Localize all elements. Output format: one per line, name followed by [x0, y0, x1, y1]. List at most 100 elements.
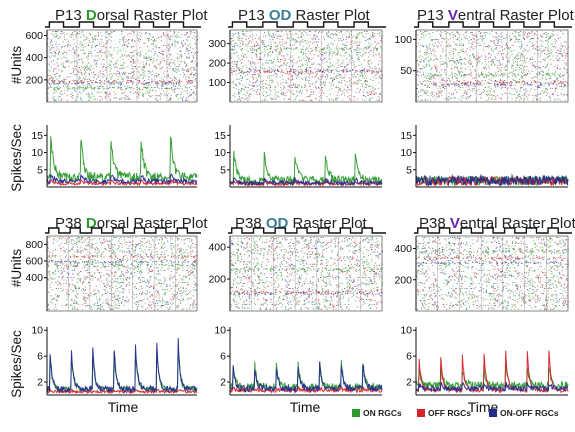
- raster-spike: [241, 70, 243, 72]
- raster-spike: [305, 60, 307, 62]
- raster-spike: [465, 74, 467, 76]
- raster-spike: [134, 66, 136, 67]
- raster-spike: [300, 66, 302, 67]
- raster-spike: [99, 85, 101, 87]
- raster-spike: [264, 70, 266, 72]
- raster-spike: [123, 305, 125, 306]
- raster-spike: [426, 54, 428, 56]
- raster-spike: [275, 49, 277, 50]
- raster-spike: [115, 80, 117, 82]
- raster-spike: [523, 84, 525, 86]
- raster-spike: [527, 33, 529, 35]
- raster-spike: [510, 85, 512, 87]
- raster-spike: [373, 70, 375, 72]
- raster-spike: [231, 62, 233, 64]
- raster-spike: [54, 87, 56, 89]
- raster-spike: [421, 33, 423, 35]
- raster-spike: [79, 88, 81, 90]
- raster-spike: [326, 69, 328, 71]
- raster-spike: [532, 95, 534, 97]
- raster-spike: [436, 66, 438, 67]
- raster-spike: [491, 95, 493, 97]
- raster-spike: [288, 78, 290, 80]
- raster-spike: [495, 48, 497, 50]
- raster-spike: [433, 84, 435, 86]
- raster-spike: [480, 83, 482, 85]
- raster-spike: [142, 77, 144, 79]
- raster-spike: [539, 99, 541, 101]
- raster-spike: [480, 32, 482, 34]
- raster-spike: [350, 41, 352, 43]
- raster-spike: [560, 73, 562, 75]
- raster-spike: [329, 52, 331, 53]
- raster-spike: [305, 76, 307, 78]
- raster-spike: [435, 82, 437, 84]
- raster-spike: [125, 98, 127, 100]
- raster-spike: [267, 62, 269, 64]
- raster-spike: [499, 50, 501, 52]
- raster-spike: [129, 98, 131, 100]
- raster-spike: [196, 97, 198, 99]
- raster-spike: [257, 73, 259, 74]
- raster-spike: [424, 84, 426, 86]
- raster-spike: [322, 52, 324, 53]
- raster-spike: [434, 82, 436, 84]
- raster-spike: [353, 35, 355, 37]
- raster-spike: [132, 71, 134, 73]
- raster-spike: [275, 42, 277, 44]
- raster-spike: [327, 35, 329, 37]
- raster-spike: [534, 53, 536, 55]
- raster-spike: [178, 81, 180, 83]
- raster-spike: [303, 31, 305, 32]
- raster-spike: [425, 57, 427, 59]
- raster-spike: [437, 74, 439, 76]
- raster-spike: [528, 84, 530, 85]
- raster-spike: [423, 74, 425, 75]
- raster-spike: [85, 87, 87, 89]
- raster-spike: [533, 64, 535, 66]
- raster-spike: [306, 40, 308, 42]
- raster-spike: [423, 61, 425, 63]
- raster-spike: [293, 69, 295, 70]
- raster-spike: [517, 73, 519, 75]
- raster-spike: [487, 94, 489, 95]
- raster-spike: [507, 97, 509, 99]
- raster-spike: [253, 63, 255, 65]
- raster-spike: [142, 69, 144, 71]
- raster-spike: [195, 303, 197, 305]
- raster-spike: [149, 64, 151, 66]
- raster-spike: [125, 266, 127, 268]
- raster-spike: [552, 31, 554, 32]
- raster-spike: [498, 97, 500, 99]
- raster-spike: [545, 88, 547, 90]
- raster-spike: [340, 38, 342, 39]
- raster-spike: [553, 46, 555, 48]
- raster-spike: [104, 83, 106, 85]
- raster-spike: [360, 55, 362, 57]
- raster-spike: [533, 81, 535, 82]
- raster-spike: [512, 68, 514, 70]
- raster-spike: [454, 35, 456, 37]
- raster-spike: [110, 40, 112, 42]
- raster-spike: [529, 73, 531, 74]
- raster-spike: [326, 33, 328, 35]
- raster-spike: [252, 68, 254, 70]
- raster-spike: [539, 87, 541, 88]
- raster-spike: [365, 52, 367, 53]
- raster-spike: [307, 64, 309, 66]
- raster-spike: [267, 72, 269, 73]
- raster-spike: [311, 50, 313, 52]
- raster-spike: [441, 80, 443, 81]
- raster-spike: [75, 34, 77, 36]
- raster-spike: [483, 46, 485, 48]
- raster-spike: [109, 94, 111, 95]
- raster-spike: [502, 84, 504, 86]
- raster-spike: [419, 71, 421, 73]
- raster-spike: [242, 43, 244, 45]
- raster-spike: [276, 56, 278, 58]
- raster-spike: [257, 62, 259, 64]
- raster-spike: [79, 43, 81, 45]
- raster-spike: [64, 56, 66, 58]
- raster-spike: [114, 67, 116, 69]
- raster-spike: [538, 55, 540, 57]
